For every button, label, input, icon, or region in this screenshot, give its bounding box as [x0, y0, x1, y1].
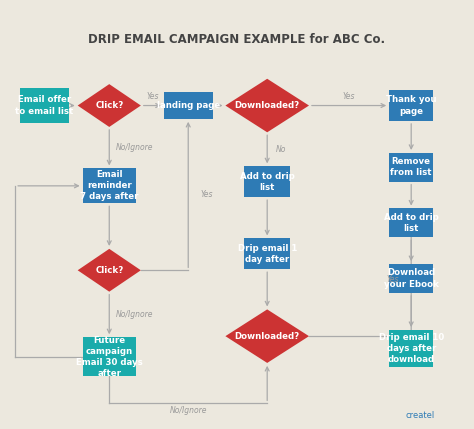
- FancyBboxPatch shape: [389, 90, 433, 121]
- Text: Add to drip
list: Add to drip list: [240, 172, 295, 192]
- Text: createl: createl: [406, 411, 435, 420]
- FancyBboxPatch shape: [389, 330, 433, 367]
- Text: Email offer
to email list: Email offer to email list: [15, 96, 73, 115]
- Polygon shape: [226, 79, 309, 132]
- Text: Remove
from list: Remove from list: [391, 157, 432, 177]
- FancyBboxPatch shape: [389, 208, 433, 237]
- Text: Downloaded?: Downloaded?: [235, 101, 300, 110]
- FancyBboxPatch shape: [244, 166, 291, 197]
- Text: Drip email 1
day after: Drip email 1 day after: [237, 244, 297, 264]
- Text: Thank you
page: Thank you page: [386, 96, 437, 115]
- Text: DRIP EMAIL CAMPAIGN EXAMPLE for ABC Co.: DRIP EMAIL CAMPAIGN EXAMPLE for ABC Co.: [89, 33, 385, 46]
- FancyBboxPatch shape: [164, 92, 213, 119]
- Text: No: No: [276, 145, 286, 154]
- FancyBboxPatch shape: [20, 88, 69, 123]
- Text: Yes: Yes: [146, 92, 159, 101]
- Text: Downloaded?: Downloaded?: [235, 332, 300, 341]
- Text: Add to drip
list: Add to drip list: [384, 213, 438, 233]
- Text: Email
reminder
7 days after: Email reminder 7 days after: [80, 170, 138, 202]
- FancyBboxPatch shape: [82, 168, 136, 203]
- Polygon shape: [78, 249, 141, 292]
- Text: Download
your Ebook: Download your Ebook: [383, 269, 439, 289]
- Text: Yes: Yes: [386, 275, 399, 284]
- FancyBboxPatch shape: [389, 264, 433, 293]
- Text: Drip email 10
days after
download: Drip email 10 days after download: [379, 333, 444, 364]
- Text: landing page: landing page: [156, 101, 220, 110]
- Polygon shape: [78, 84, 141, 127]
- Text: Future
campaign
Email 30 days
after: Future campaign Email 30 days after: [76, 335, 143, 378]
- FancyBboxPatch shape: [244, 239, 291, 269]
- Text: No/Ignore: No/Ignore: [116, 143, 154, 152]
- Polygon shape: [226, 309, 309, 363]
- Text: Yes: Yes: [343, 92, 356, 101]
- Text: Yes: Yes: [201, 190, 213, 199]
- Text: No/Ignore: No/Ignore: [116, 310, 154, 319]
- Text: No/Ignore: No/Ignore: [170, 406, 207, 415]
- Text: Click?: Click?: [95, 101, 123, 110]
- FancyBboxPatch shape: [82, 337, 136, 376]
- FancyBboxPatch shape: [389, 153, 433, 182]
- Text: Click?: Click?: [95, 266, 123, 275]
